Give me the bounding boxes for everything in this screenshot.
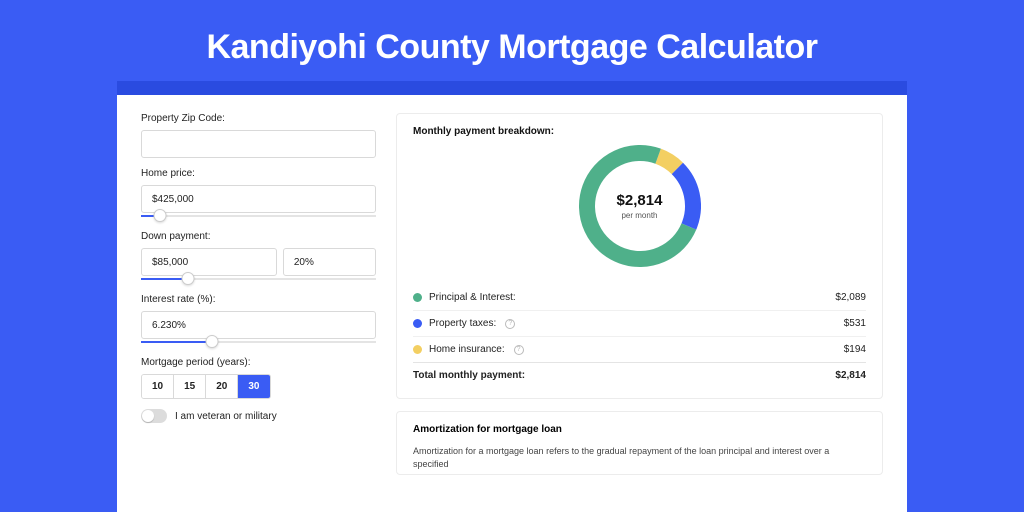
amortization-title: Amortization for mortgage loan <box>413 424 866 435</box>
period-label: Mortgage period (years): <box>141 357 376 368</box>
breakdown-title: Monthly payment breakdown: <box>413 126 866 137</box>
legend-row: Home insurance:? $194 <box>413 336 866 362</box>
donut-sublabel: per month <box>621 211 657 220</box>
legend-row: Property taxes:? $531 <box>413 310 866 336</box>
page-title: Kandiyohi County Mortgage Calculator <box>206 28 817 67</box>
zip-field: Property Zip Code: <box>141 113 376 158</box>
donut-chart: $2,814 per month <box>579 145 701 267</box>
home-price-slider[interactable] <box>141 211 376 221</box>
period-button-10[interactable]: 10 <box>142 375 174 398</box>
legend-label: Principal & Interest: <box>429 292 516 303</box>
home-price-field: Home price: <box>141 168 376 221</box>
down-payment-amount-input[interactable] <box>141 248 277 276</box>
legend-dot <box>413 319 422 328</box>
legend-row: Principal & Interest: $2,089 <box>413 285 866 310</box>
donut-amount: $2,814 <box>617 192 663 209</box>
inputs-column: Property Zip Code: Home price: Down paym… <box>141 113 376 512</box>
interest-rate-slider[interactable] <box>141 337 376 347</box>
info-icon[interactable]: ? <box>514 345 524 355</box>
interest-rate-input[interactable] <box>141 311 376 339</box>
legend-label: Property taxes: <box>429 318 496 329</box>
total-value: $2,814 <box>835 370 866 381</box>
down-payment-label: Down payment: <box>141 231 376 242</box>
legend-value: $2,089 <box>835 292 866 303</box>
period-button-group: 10152030 <box>141 374 271 399</box>
down-payment-slider[interactable] <box>141 274 376 284</box>
total-label: Total monthly payment: <box>413 370 525 381</box>
legend-value: $531 <box>844 318 866 329</box>
veteran-toggle[interactable] <box>141 409 167 423</box>
down-payment-percent-input[interactable] <box>283 248 376 276</box>
interest-rate-label: Interest rate (%): <box>141 294 376 305</box>
legend-dot <box>413 293 422 302</box>
home-price-label: Home price: <box>141 168 376 179</box>
panel-outer: Property Zip Code: Home price: Down paym… <box>117 81 907 512</box>
legend-label: Home insurance: <box>429 344 505 355</box>
slider-thumb[interactable] <box>182 272 195 285</box>
amortization-card: Amortization for mortgage loan Amortizat… <box>396 411 883 475</box>
home-price-input[interactable] <box>141 185 376 213</box>
veteran-row: I am veteran or military <box>141 409 376 423</box>
results-column: Monthly payment breakdown: $2,814 per mo… <box>396 113 883 512</box>
period-button-15[interactable]: 15 <box>174 375 206 398</box>
veteran-label: I am veteran or military <box>175 411 277 422</box>
donut-wrap: $2,814 per month <box>413 145 866 267</box>
zip-input[interactable] <box>141 130 376 158</box>
calculator-panel: Property Zip Code: Home price: Down paym… <box>117 95 907 512</box>
period-button-30[interactable]: 30 <box>238 375 269 398</box>
legend-row-total: Total monthly payment: $2,814 <box>413 362 866 388</box>
slider-thumb[interactable] <box>205 335 218 348</box>
slider-thumb[interactable] <box>153 209 166 222</box>
info-icon[interactable]: ? <box>505 319 515 329</box>
legend-dot <box>413 345 422 354</box>
amortization-body: Amortization for a mortgage loan refers … <box>413 445 866 470</box>
breakdown-card: Monthly payment breakdown: $2,814 per mo… <box>396 113 883 399</box>
period-field: Mortgage period (years): 10152030 <box>141 357 376 399</box>
period-button-20[interactable]: 20 <box>206 375 238 398</box>
legend-value: $194 <box>844 344 866 355</box>
interest-rate-field: Interest rate (%): <box>141 294 376 347</box>
zip-label: Property Zip Code: <box>141 113 376 124</box>
down-payment-field: Down payment: <box>141 231 376 284</box>
